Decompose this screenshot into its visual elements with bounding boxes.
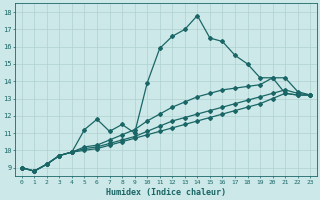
X-axis label: Humidex (Indice chaleur): Humidex (Indice chaleur) (106, 188, 226, 197)
